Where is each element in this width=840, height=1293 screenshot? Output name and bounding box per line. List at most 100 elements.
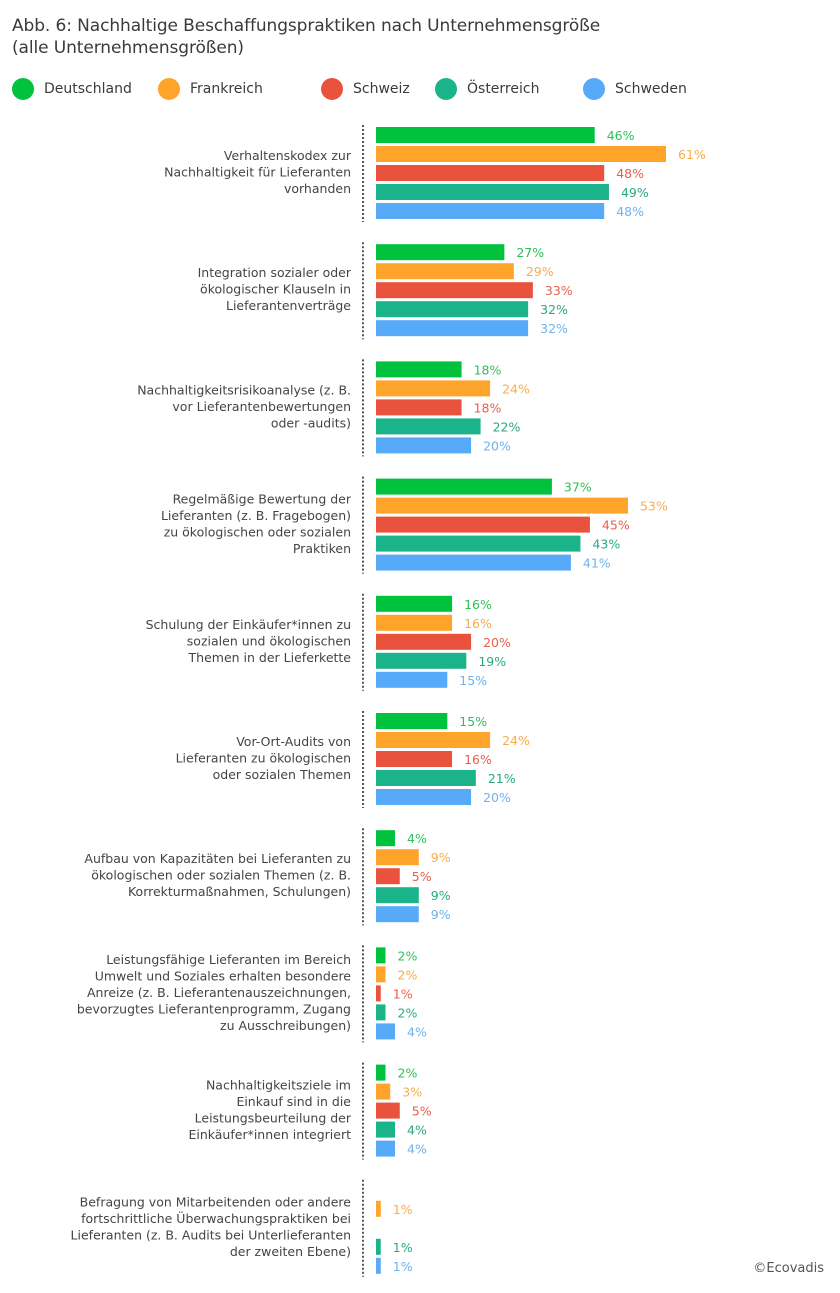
bar-deutschland: [376, 1064, 386, 1081]
value-label: 32%: [540, 321, 568, 336]
category-label-line: Anreize (z. B. Lieferantenauszeichnungen…: [87, 985, 351, 1000]
category-group: Schulung der Einkäufer*innen zu sozialen …: [146, 593, 511, 691]
bar-schweiz: [376, 633, 472, 650]
bar-schweden: [376, 554, 571, 571]
bar-schweiz: [376, 516, 590, 533]
legend-swatch-schweiz: [321, 78, 343, 100]
legend-label: Österreich: [467, 81, 540, 97]
category-label-line: Themen in der Lieferkette: [188, 650, 352, 665]
bar-schweiz: [376, 985, 381, 1002]
bar-schweden: [376, 906, 419, 923]
bar-österreich: [376, 418, 481, 435]
value-label: 33%: [545, 283, 573, 298]
value-label: 37%: [564, 480, 592, 495]
bar-frankreich: [376, 614, 453, 631]
category-label-line: vorhanden: [284, 181, 351, 196]
category-group: Aufbau von Kapazitäten bei Lieferanten z…: [84, 828, 451, 926]
category-group: Befragung von Mitarbeitenden oder andere…: [71, 1179, 413, 1277]
category-label-line: Lieferantenverträge: [226, 298, 351, 313]
category-group: Integration sozialer oder ökologischer Kl…: [198, 242, 573, 340]
legend-swatch-schweden: [583, 78, 605, 100]
value-label: 46%: [607, 128, 635, 143]
category-group: Verhaltenskodex zur Nachhaltigkeit für Li…: [164, 125, 706, 222]
value-label: 9%: [431, 888, 451, 903]
value-label: 24%: [502, 381, 530, 396]
category-label-line: fortschrittliche Überwachungspraktiken b…: [81, 1210, 351, 1226]
value-label: 4%: [407, 1024, 427, 1039]
category-label: Verhaltenskodex zur Nachhaltigkeit für Li…: [164, 148, 352, 196]
category-label-line: ökologischer Klauseln in: [200, 282, 351, 297]
bar-österreich: [376, 770, 476, 786]
category-label-line: Korrekturmaßnahmen, Schulungen): [128, 884, 351, 899]
value-label: 4%: [407, 1123, 427, 1138]
value-label: 4%: [407, 831, 427, 846]
category-label-line: Integration sozialer oder: [198, 265, 352, 280]
category-group: Vor-Ort-Audits von Lieferanten zu ökologi…: [176, 711, 530, 808]
category-label: Nachhaltigkeitsrisikoanalyse (z. B. vor L…: [137, 382, 351, 430]
legend-item-schweiz: Schweiz: [321, 78, 435, 100]
value-label: 5%: [412, 1104, 432, 1119]
category-label-line: Leistungsbeurteilung der: [195, 1110, 352, 1125]
bar-österreich: [376, 1238, 381, 1255]
value-label: 9%: [431, 907, 451, 922]
category-label-line: oder sozialen Themen: [213, 767, 351, 782]
value-label: 49%: [621, 185, 649, 200]
value-label: 20%: [483, 635, 511, 650]
value-label: 2%: [398, 1066, 418, 1081]
category-label-line: Vor-Ort-Audits von: [236, 734, 351, 749]
value-label: 4%: [407, 1142, 427, 1157]
bar-deutschland: [376, 478, 552, 495]
category-label-line: sozialen und ökologischen: [187, 633, 351, 648]
category-label-line: bevorzugtes Lieferantenprogramm, Zugang: [77, 1001, 351, 1016]
bar-schweden: [376, 1140, 396, 1157]
bar-österreich: [376, 184, 609, 200]
bar-schweden: [376, 437, 472, 454]
bar-deutschland: [376, 947, 386, 964]
legend-item-schweden: Schweden: [583, 78, 687, 100]
bar-deutschland: [376, 244, 505, 261]
category-label: Integration sozialer oder ökologischer Kl…: [198, 265, 352, 313]
category-label-line: ökologischen oder sozialen Themen (z. B.: [91, 868, 351, 883]
bar-frankreich: [376, 1083, 391, 1100]
category-label: Regelmäßige Bewertung der Lieferanten (z.…: [161, 491, 352, 555]
category-label-line: Einkäufer*innen integriert: [188, 1127, 351, 1142]
bar-schweden: [376, 203, 605, 219]
bar-schweden: [376, 789, 472, 805]
value-label: 2%: [398, 1005, 418, 1020]
bar-schweden: [376, 320, 529, 337]
chart-subtitle: (alle Unternehmensgrößen): [12, 38, 244, 58]
bar-frankreich: [376, 966, 386, 983]
bar-schweiz: [376, 165, 605, 181]
bar-frankreich: [376, 849, 419, 866]
category-group: Regelmäßige Bewertung der Lieferanten (z.…: [161, 476, 668, 574]
category-label-line: der zweiten Ebene): [230, 1244, 351, 1259]
category-label-line: Leistungsfähige Lieferanten im Bereich: [106, 952, 351, 967]
bar-österreich: [376, 301, 529, 318]
value-label: 29%: [526, 264, 554, 279]
category-label-line: Lieferanten zu ökologischen: [176, 751, 351, 766]
chart-title-line: Abb. 6: Nachhaltige Beschaffungspraktike…: [12, 16, 601, 36]
legend-label: Deutschland: [44, 81, 132, 97]
legend-label: Frankreich: [190, 81, 263, 97]
value-label: 48%: [616, 166, 644, 181]
bar-österreich: [376, 1004, 386, 1021]
value-label: 1%: [393, 1240, 413, 1255]
value-label: 43%: [592, 537, 620, 552]
category-label-line: vor Lieferantenbewertungen: [172, 399, 351, 414]
value-label: 1%: [393, 986, 413, 1001]
legend-item-frankreich: Frankreich: [158, 78, 321, 100]
credit-text: ©Ecovadis: [753, 1261, 824, 1276]
value-label: 53%: [640, 499, 668, 514]
value-label: 2%: [398, 948, 418, 963]
category-label-line: Nachhaltigkeitsziele im: [206, 1077, 351, 1092]
value-label: 18%: [474, 400, 502, 415]
value-label: 18%: [474, 362, 502, 377]
category-label-line: Einkauf sind in die: [236, 1094, 351, 1109]
bar-frankreich: [376, 146, 666, 162]
category-label-line: zu Ausschreibungen): [220, 1018, 351, 1033]
value-label: 32%: [540, 302, 568, 317]
category-label-line: Regelmäßige Bewertung der: [173, 491, 352, 506]
value-label: 45%: [602, 518, 630, 533]
bar-schweiz: [376, 282, 533, 299]
